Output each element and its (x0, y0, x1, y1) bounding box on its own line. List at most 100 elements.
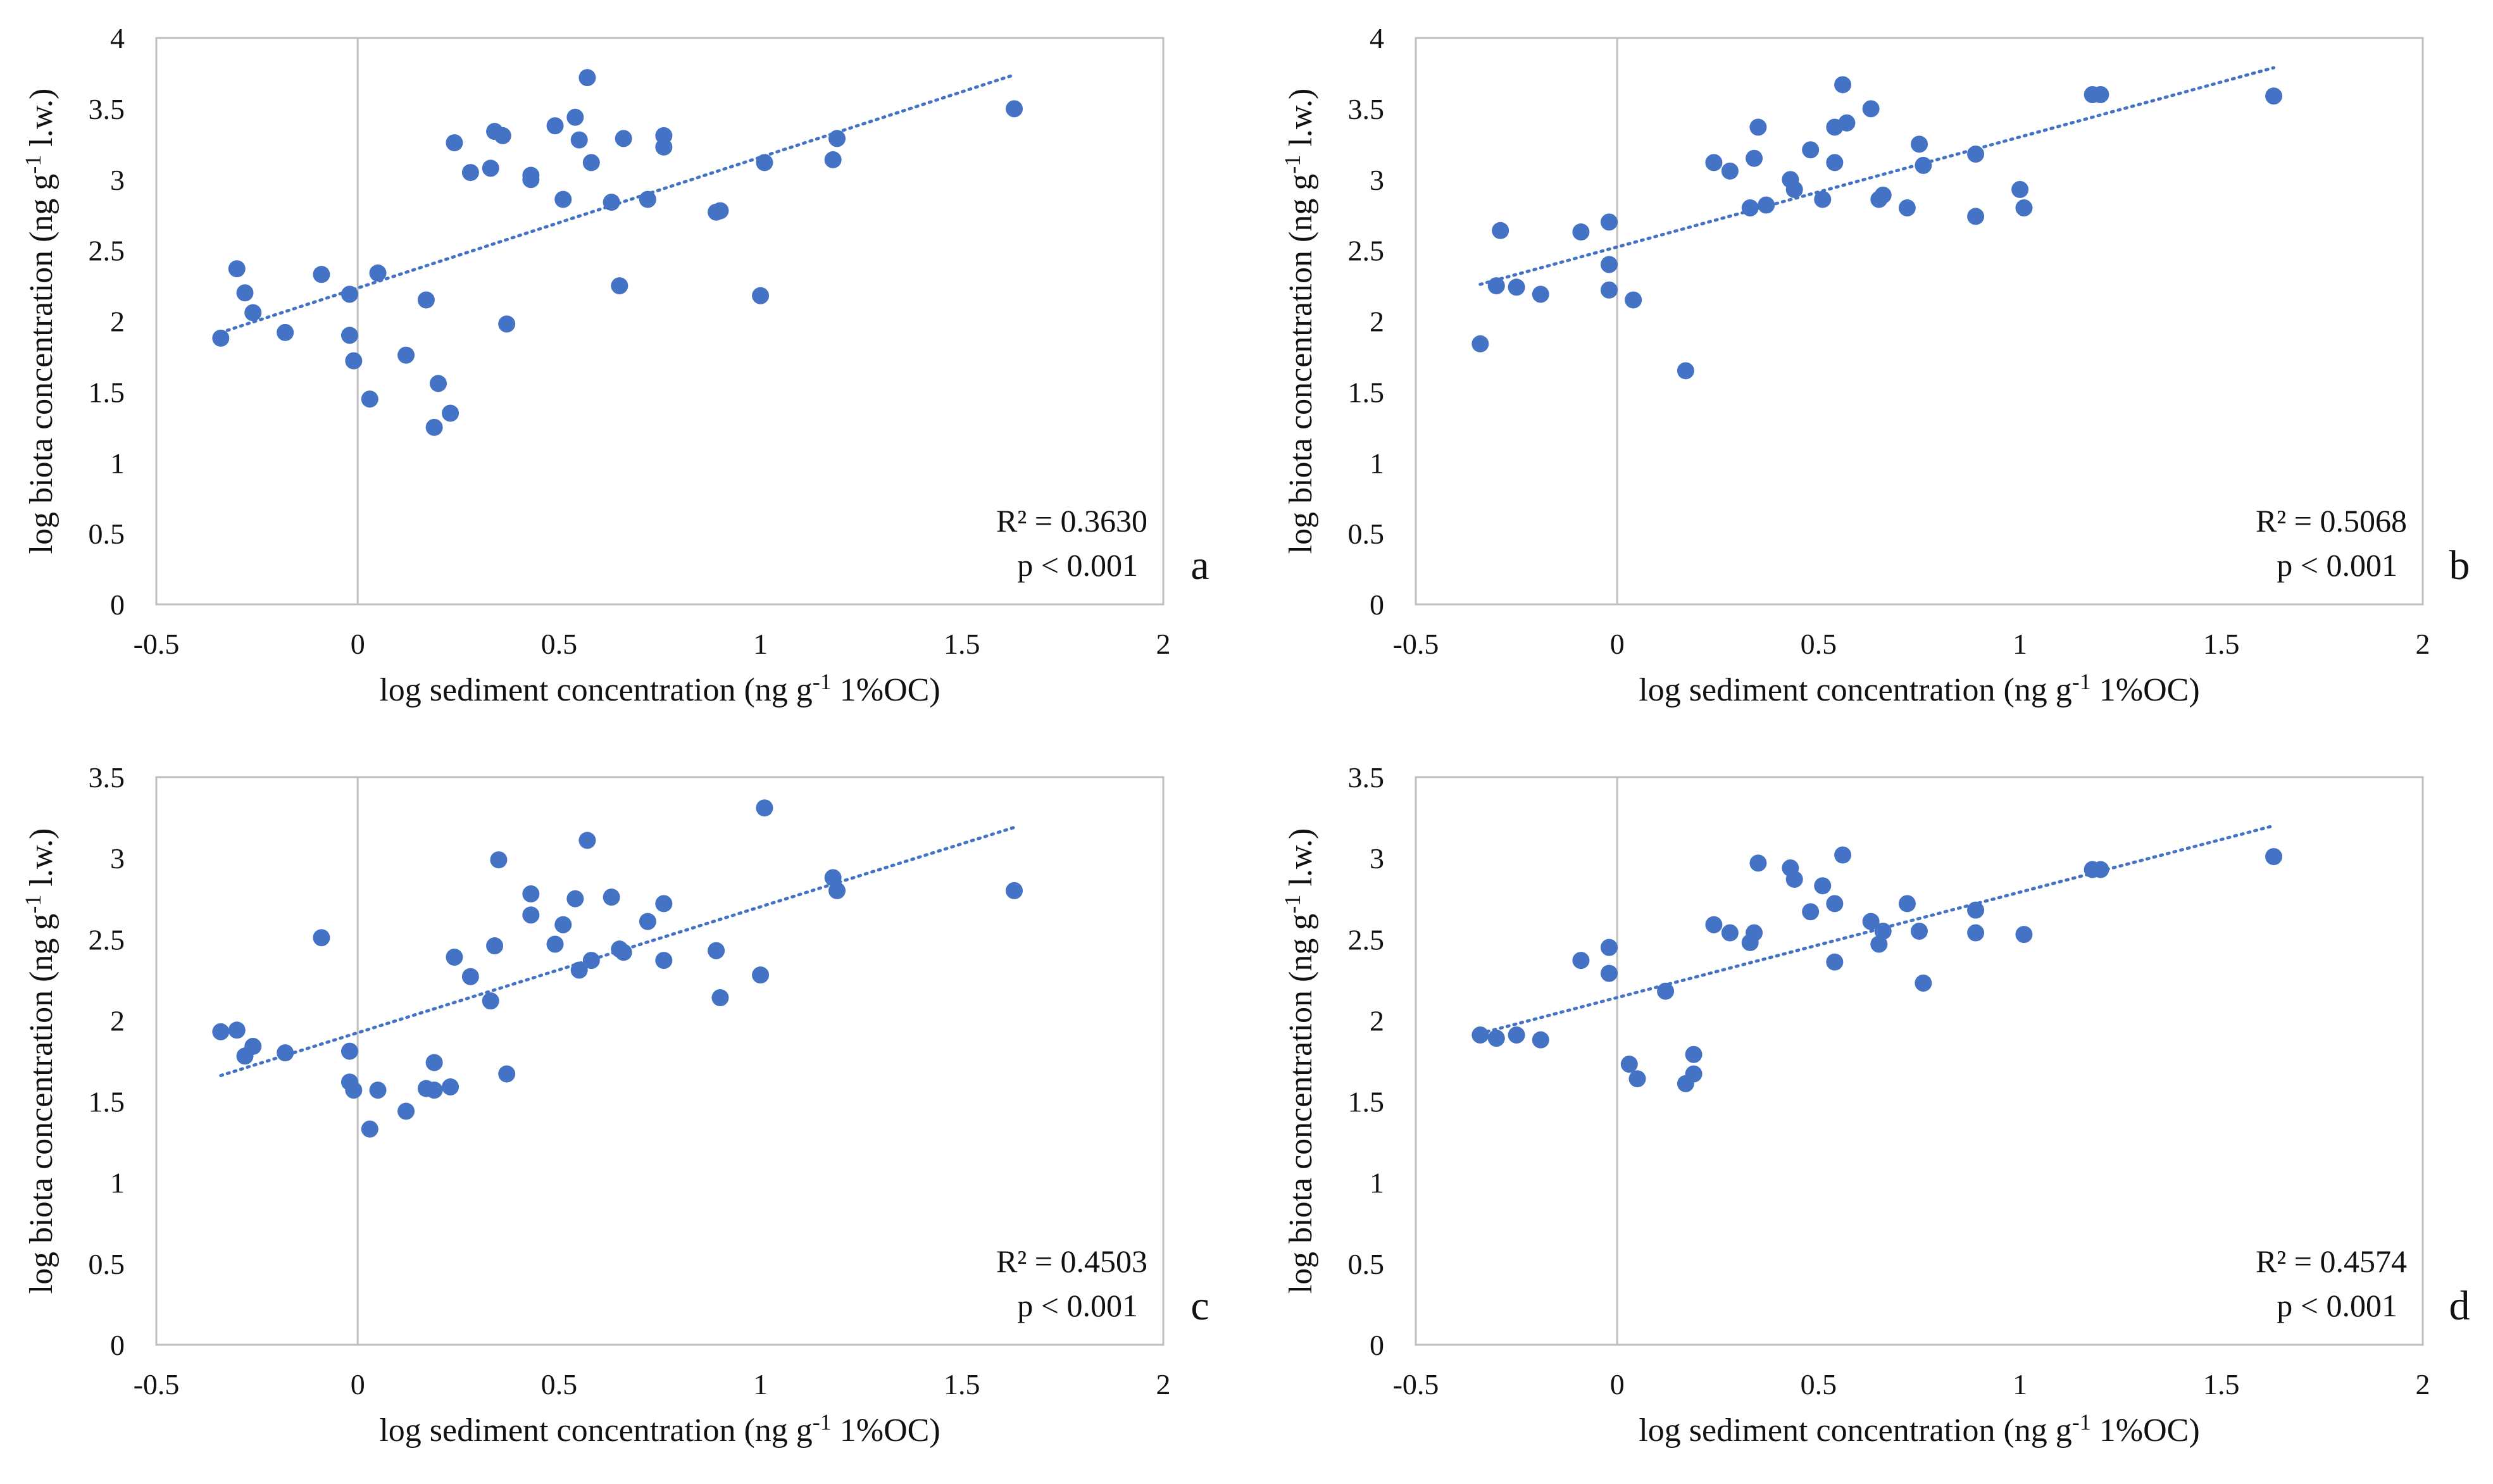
data-point (446, 134, 463, 152)
data-point (1600, 938, 1618, 956)
y-tick-label: 1.5 (1348, 376, 1385, 408)
data-point (752, 287, 770, 304)
x-tick-label: 0.5 (1801, 628, 1837, 660)
data-point (1814, 877, 1832, 895)
data-point (1826, 895, 1844, 913)
y-tick-label: 0 (110, 1329, 125, 1361)
data-point (522, 171, 540, 189)
data-point (1746, 924, 1763, 942)
data-point (1746, 149, 1763, 167)
data-point (1572, 952, 1590, 970)
data-point (578, 69, 596, 87)
y-tick-label: 0 (110, 589, 125, 621)
x-tick-label: -0.5 (1393, 1368, 1439, 1400)
data-point (1487, 1030, 1505, 1047)
data-point (442, 404, 459, 422)
r-squared-label: R² = 0.3630 (996, 503, 1147, 539)
data-point (708, 942, 725, 959)
data-point (711, 202, 729, 220)
y-tick-label: 3 (110, 164, 125, 196)
trendline (1478, 66, 2276, 286)
data-point (546, 935, 564, 953)
data-point (482, 159, 499, 177)
data-point (345, 352, 363, 370)
data-point (228, 260, 246, 278)
y-tick-label: 3.5 (89, 761, 125, 794)
y-axis-title: log biota concentration (ng g-1 l.w.) (20, 828, 59, 1294)
data-point (1749, 854, 1767, 872)
y-tick-label: 1 (110, 1167, 125, 1199)
data-point (1685, 1045, 1703, 1063)
data-point (603, 889, 620, 906)
data-point (1006, 882, 1023, 899)
y-tick-label: 0.5 (1348, 1248, 1385, 1280)
y-tick-label: 2.5 (1348, 923, 1385, 956)
data-point (828, 130, 846, 147)
data-point (1898, 199, 1916, 216)
data-point (2265, 87, 2283, 105)
data-point (615, 944, 632, 961)
data-point (1834, 846, 1852, 864)
x-axis-title: log sediment concentration (ng g-1 1%OC) (379, 1409, 940, 1449)
data-point (1741, 199, 1759, 216)
data-point (341, 1042, 358, 1060)
data-point (1785, 180, 1803, 198)
data-point (554, 190, 572, 208)
data-point (1508, 278, 1525, 296)
data-point (1874, 186, 1892, 204)
data-point (756, 799, 773, 817)
x-tick-label: 0 (351, 628, 365, 660)
x-tick-label: 2 (2416, 1368, 2430, 1400)
data-point (1600, 281, 1618, 299)
data-point (361, 390, 378, 408)
data-point (1600, 213, 1618, 231)
plot-frame (1415, 776, 2424, 1346)
data-point (417, 291, 435, 309)
x-tick-label: -0.5 (1393, 628, 1439, 660)
x-tick-label: 1 (753, 1368, 768, 1400)
y-tick-label: 3.5 (89, 93, 125, 125)
data-point (582, 952, 600, 970)
x-tick-label: 1 (2013, 1368, 2027, 1400)
data-point (2092, 861, 2109, 878)
data-point (578, 832, 596, 849)
y-tick-label: 2 (1370, 306, 1384, 338)
x-tick-label: -0.5 (134, 628, 180, 660)
data-point (639, 190, 656, 208)
data-point (1826, 953, 1844, 971)
data-point (752, 966, 770, 984)
data-point (1862, 100, 1880, 118)
y-tick-label: 1.5 (89, 376, 125, 408)
plot-frame (1415, 37, 2424, 606)
data-point (498, 1065, 516, 1083)
p-value-label: p < 0.001 (2277, 1288, 2397, 1323)
data-point (1705, 154, 1723, 171)
y-tick-label: 1 (110, 447, 125, 479)
data-point (1749, 118, 1767, 136)
data-point (345, 1082, 363, 1099)
data-point (2092, 86, 2109, 103)
data-point (582, 154, 600, 171)
y-tick-label: 2.5 (89, 923, 125, 956)
data-point (611, 277, 628, 295)
y-axis-title: log biota concentration (ng g-1 l.w.) (1280, 828, 1319, 1294)
data-point (711, 989, 729, 1007)
data-point (2015, 926, 2033, 944)
data-point (212, 329, 230, 347)
y-tick-label: 2 (1370, 1004, 1384, 1037)
scatter-panel-c: -0.5 0 0.5 1 1.5 2 0 0.5 1 1.5 2 2.5 3 3.5 log sedimen… (20, 761, 1209, 1449)
data-point (1915, 156, 1932, 174)
y-tick-label: 3 (110, 842, 125, 875)
data-point (1915, 974, 1932, 992)
data-point (1471, 335, 1489, 352)
y-tick-label: 0.5 (1348, 518, 1385, 550)
y-tick-label: 1 (1370, 447, 1384, 479)
y-tick-label: 0 (1370, 1329, 1384, 1361)
data-point (425, 418, 443, 436)
data-point (570, 131, 588, 149)
data-point (570, 961, 588, 979)
x-tick-label: 2 (1156, 1368, 1171, 1400)
y-tick-label: 2.5 (89, 235, 125, 267)
data-point (655, 952, 673, 970)
y-tick-label: 4 (110, 22, 125, 54)
